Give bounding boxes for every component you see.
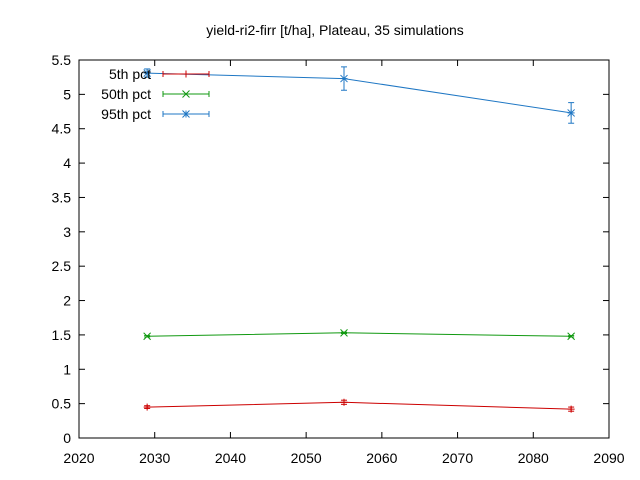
marker-stroke <box>567 109 575 117</box>
marker-stroke <box>182 90 190 98</box>
x-tick-label: 2060 <box>366 450 397 466</box>
x-tick-label: 2030 <box>139 450 170 466</box>
chart-title: yield-ri2-firr [t/ha], Plateau, 35 simul… <box>206 22 464 38</box>
marker-stroke <box>143 69 151 77</box>
data-point <box>340 74 348 83</box>
legend-marker <box>182 90 190 98</box>
x-tick-label: 2040 <box>215 450 246 466</box>
legend-entry-5th-pct: 5th pct <box>109 66 210 82</box>
y-tick-label: 2 <box>63 293 71 309</box>
y-tick-label: 0 <box>63 430 71 446</box>
marker-stroke <box>340 328 348 337</box>
series-line <box>147 401 572 410</box>
legend-entry-50th-pct: 50th pct <box>101 86 210 102</box>
y-tick-label: 3.5 <box>52 189 72 205</box>
series-95th-pct <box>143 66 575 124</box>
series-line <box>147 332 572 337</box>
data-point <box>567 109 575 117</box>
series-line <box>147 72 572 114</box>
data-point <box>340 328 348 337</box>
y-tick-label: 3 <box>63 224 71 240</box>
axes <box>78 59 610 439</box>
plot-frame <box>78 59 610 439</box>
legend-label: 50th pct <box>101 86 151 102</box>
marker-stroke <box>567 332 575 341</box>
x-tick-label: 2080 <box>518 450 549 466</box>
x-axis-ticks: 2020 2030 2040 2050 2060 2070 2080 2090 <box>63 60 625 466</box>
legend: 5th pct 50th pct 95th pct <box>101 66 210 122</box>
y-tick-label: 1 <box>63 361 71 377</box>
y-tick-label: 5.5 <box>52 52 72 68</box>
legend-entry-95th-pct: 95th pct <box>101 106 210 122</box>
data-point <box>143 69 151 77</box>
x-tick-label: 2090 <box>593 450 624 466</box>
data-point <box>567 332 575 341</box>
marker-stroke <box>182 110 190 118</box>
y-tick-label: 4.5 <box>52 121 72 137</box>
legend-label: 5th pct <box>109 66 151 82</box>
data-point <box>143 332 151 341</box>
legend-marker <box>182 110 190 118</box>
x-tick-label: 2070 <box>442 450 473 466</box>
legend-marker <box>182 70 190 78</box>
y-axis-ticks: 0 0.5 1 1.5 2 2.5 3 3.5 4 4.5 5 5.5 <box>52 52 609 446</box>
series-5th-pct <box>143 398 575 413</box>
y-tick-label: 2.5 <box>52 258 72 274</box>
data-point <box>340 398 348 406</box>
series-50th-pct <box>143 328 575 341</box>
y-tick-label: 4 <box>63 155 71 171</box>
marker-stroke <box>340 74 348 83</box>
data-point <box>567 405 575 413</box>
y-tick-label: 1.5 <box>52 327 72 343</box>
series-layer <box>143 66 575 413</box>
y-tick-label: 5 <box>63 86 71 102</box>
x-tick-label: 2050 <box>291 450 322 466</box>
x-tick-label: 2020 <box>63 450 94 466</box>
data-point <box>143 403 151 411</box>
legend-label: 95th pct <box>101 106 151 122</box>
marker-stroke <box>143 332 151 341</box>
y-tick-label: 0.5 <box>52 396 72 412</box>
